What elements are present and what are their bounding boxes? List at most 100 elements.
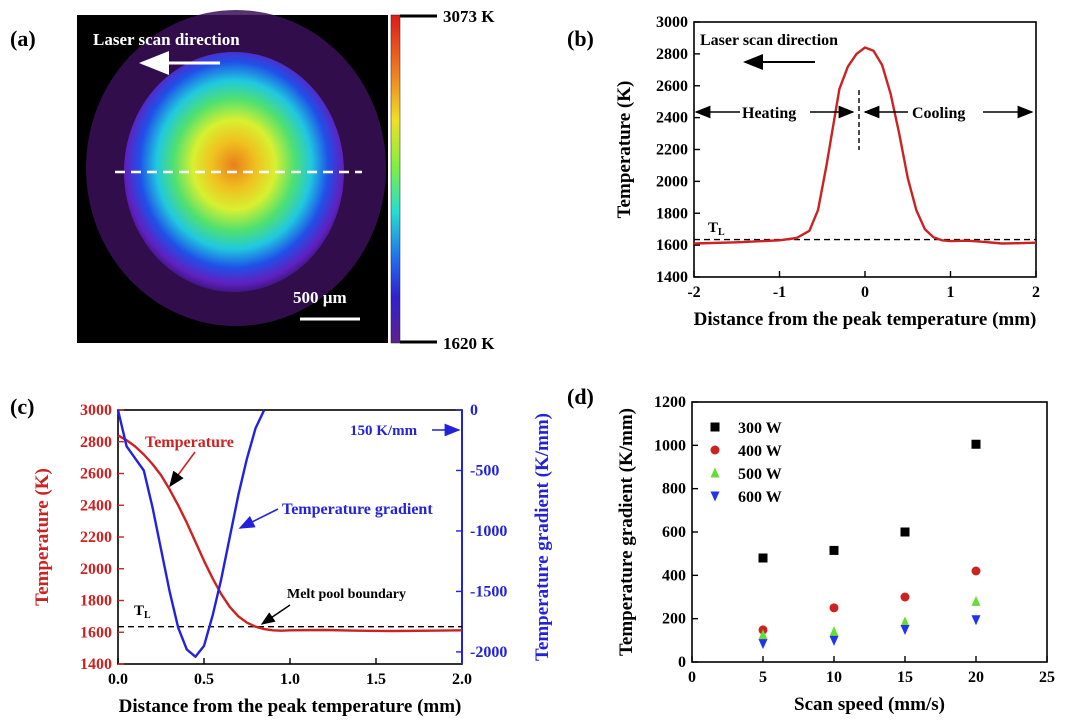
x-tick-label: 1.5 (366, 671, 386, 688)
y-axis-label: Temperature gradient (K/mm) (616, 408, 637, 656)
panel-d: (d) 0 5 10 15 20 25 0 200 400 600 800 1000 1200 Scan … (567, 384, 1055, 715)
legend-label: 500 W (738, 466, 782, 483)
y2-tick-label: -2000 (470, 644, 507, 661)
legend-marker (710, 445, 720, 455)
temperature-curve (693, 46, 1037, 245)
y-tick-label: 1400 (80, 656, 112, 673)
data-point (829, 635, 839, 646)
panel-c: (c) 0.0 0.5 1.0 1.5 2.0 1400 1600 1800 2000 2200 2… (10, 394, 553, 717)
melt-pool-boundary-label: Melt pool boundary (287, 587, 406, 602)
y-tick-label: 2400 (80, 497, 112, 514)
data-point (758, 639, 768, 650)
x-tick-label: 0 (688, 669, 696, 686)
colorbar (390, 14, 401, 344)
colorbar-max-label: 3073 K (443, 7, 495, 26)
data-point (829, 545, 839, 555)
y-tick-label: 2400 (656, 110, 688, 127)
panel-d-label: (d) (567, 384, 594, 409)
temperature-curve (117, 434, 463, 633)
y-tick-label: 2200 (656, 142, 688, 159)
data-point (971, 439, 981, 449)
y-tick-label: 1800 (80, 593, 112, 610)
gradient-label-pointer (238, 508, 279, 529)
x-tick-label: 1.0 (280, 671, 300, 688)
panel-b: (b) -2 -1 0 1 2 1400 1600 1800 2000 2200 2400 2600 2… (567, 14, 1040, 330)
legend-label: 300 W (738, 420, 782, 437)
y2-axis-label: Temperature gradient (K/mm) (532, 413, 553, 661)
y-axis-label: Temperature (K) (32, 468, 53, 606)
data-point (758, 553, 768, 563)
y-tick-label: 2000 (80, 561, 112, 578)
y-axis-label: Temperature (K) (614, 81, 635, 219)
boundary-pointer (260, 604, 291, 625)
x-tick-label: 0.0 (108, 671, 128, 688)
panel-a: (a) Laser scan direction 500 µm 3073 K 1… (10, 7, 495, 353)
y-tick-label: 2600 (80, 466, 112, 483)
y-tick-label: 1600 (80, 624, 112, 641)
panel-b-arrow-text: Laser scan direction (700, 32, 838, 49)
y-tick-label: 1400 (656, 269, 688, 286)
y-tick-label: 200 (662, 611, 686, 628)
colorbar-min-label: 1620 K (443, 334, 495, 353)
panel-c-axes: 0.0 0.5 1.0 1.5 2.0 1400 1600 1800 2000 2200 2400 2… (32, 402, 553, 717)
y-tick-label: 2200 (80, 529, 112, 546)
data-point (900, 527, 910, 537)
legend-marker (710, 422, 720, 432)
y-tick-label: 2800 (656, 46, 688, 63)
y2-tick-label: -1500 (470, 583, 507, 600)
y-tick-label: 2800 (80, 434, 112, 451)
gradient-value-label: 150 K/mm (350, 423, 418, 439)
data-point (829, 603, 839, 613)
y-tick-label: 2600 (656, 78, 688, 95)
x-tick-label: 5 (759, 669, 767, 686)
x-tick-label: 25 (1039, 669, 1055, 686)
panel-b-tl-label: TL (708, 220, 725, 238)
x-tick-label: 0.5 (194, 671, 214, 688)
x-tick-label: 2 (1032, 284, 1040, 301)
panel-d-axes: 0 5 10 15 20 25 0 200 400 600 800 1000 1200 Scan spee… (616, 394, 1055, 715)
plot-frame (691, 401, 1048, 663)
data-point (971, 615, 981, 626)
data-point (758, 629, 768, 640)
panel-b-label: (b) (567, 26, 594, 51)
data-point (900, 592, 910, 602)
temperature-label-pointer (169, 451, 196, 488)
cooling-label: Cooling (912, 105, 965, 122)
y2-tick-label: -1000 (470, 523, 507, 540)
data-point (829, 626, 839, 637)
panel-b-axes: -2 -1 0 1 2 1400 1600 1800 2000 2200 2400 2600 2800 3… (614, 14, 1040, 330)
y-tick-label: 3000 (656, 14, 688, 31)
plot-frame (693, 21, 1037, 278)
scale-bar-text: 500 µm (293, 288, 347, 307)
legend-marker (710, 467, 720, 478)
y-tick-label: 0 (678, 654, 686, 671)
y-tick-label: 400 (662, 567, 686, 584)
x-tick-label: 1 (947, 284, 955, 301)
y-tick-label: 3000 (80, 402, 112, 419)
y2-tick-label: 0 (470, 402, 478, 419)
x-tick-label: 15 (897, 669, 913, 686)
legend-label: 400 W (738, 443, 782, 460)
data-point (971, 595, 981, 606)
y2-tick-label: -500 (470, 462, 499, 479)
x-tick-label: 10 (826, 669, 842, 686)
y-tick-label: 1600 (656, 237, 688, 254)
panel-c-tl-label: TL (134, 603, 151, 621)
panel-c-label: (c) (10, 394, 34, 419)
data-point (971, 566, 981, 576)
gradient-curve (116, 409, 266, 658)
x-tick-label: -1 (773, 284, 786, 301)
y-tick-label: 2000 (656, 173, 688, 190)
x-tick-label: -2 (687, 284, 700, 301)
gradient-curve-label: Temperature gradient (282, 501, 433, 518)
x-axis-label: Scan speed (mm/s) (794, 694, 945, 715)
x-tick-label: 0 (861, 284, 869, 301)
y-tick-label: 600 (662, 524, 686, 541)
x-tick-label: 20 (968, 669, 984, 686)
data-point (900, 616, 910, 627)
legend-label: 600 W (738, 489, 782, 506)
panel-a-arrow-text: Laser scan direction (93, 30, 240, 49)
x-axis-label: Distance from the peak temperature (mm) (694, 309, 1037, 330)
y-tick-label: 800 (662, 481, 686, 498)
